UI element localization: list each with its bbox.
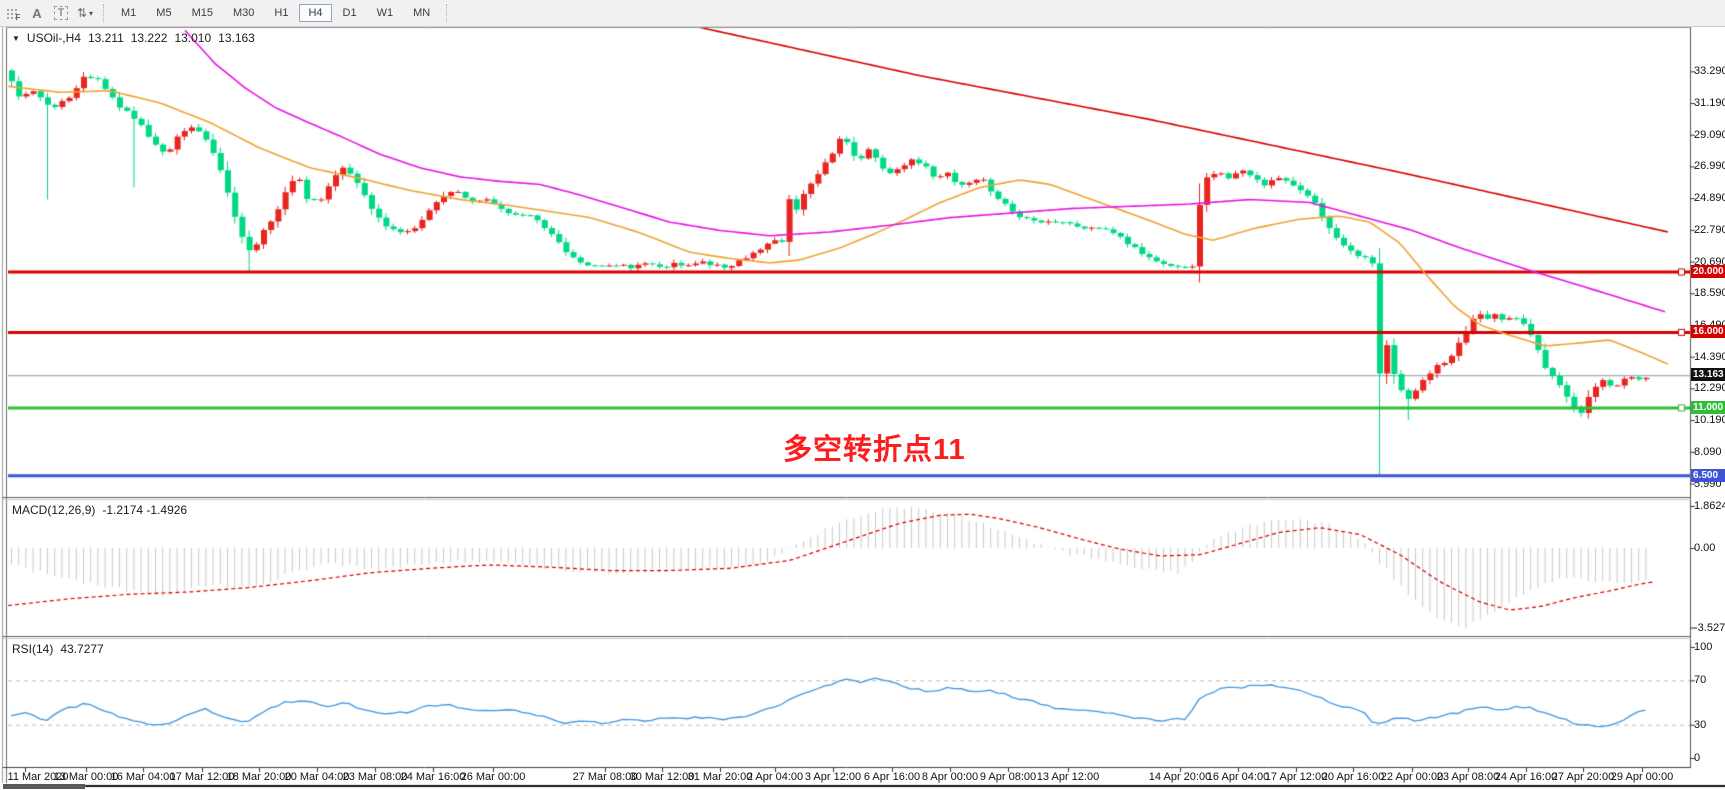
timeframe-button-M5[interactable]: M5	[156, 7, 172, 19]
arrows-tool-icon[interactable]: ⇅ ▾	[76, 6, 94, 20]
timeframe-button-MN[interactable]: MN	[413, 7, 431, 19]
timeframe-button-H1[interactable]: H1	[274, 7, 289, 19]
toolbar: F A T ⇅ ▾ M1 M5 M15 M30 H1 H4 D1 W1 MN	[0, 0, 1725, 27]
text-tool-icon[interactable]: T	[51, 3, 71, 23]
toolbar-separator	[103, 4, 105, 22]
timeframe-button-M30[interactable]: M30	[232, 7, 255, 19]
grid-f-label: F	[15, 12, 21, 22]
timeframe-button-M1[interactable]: M1	[121, 7, 137, 19]
dots-glyph	[5, 7, 19, 19]
timeframe-button-group: M1 M5 M15 M30 H1 H4 D1 W1 MN	[111, 4, 440, 22]
dotted-grid-icon[interactable]: F	[3, 3, 23, 23]
dropdown-caret-icon: ▾	[89, 8, 94, 18]
letter-a-tool-icon[interactable]: A	[32, 5, 42, 21]
toolbar-separator	[446, 4, 448, 22]
timeframe-button-M15[interactable]: M15	[191, 7, 213, 19]
timeframe-button-H4[interactable]: H4	[299, 4, 332, 22]
timeframe-button-D1[interactable]: D1	[342, 7, 357, 19]
h-scrollbar-thumb[interactable]	[3, 784, 85, 789]
timeframe-button-W1[interactable]: W1	[376, 7, 394, 19]
